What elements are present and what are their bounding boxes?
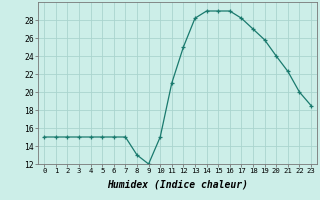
X-axis label: Humidex (Indice chaleur): Humidex (Indice chaleur) bbox=[107, 180, 248, 190]
